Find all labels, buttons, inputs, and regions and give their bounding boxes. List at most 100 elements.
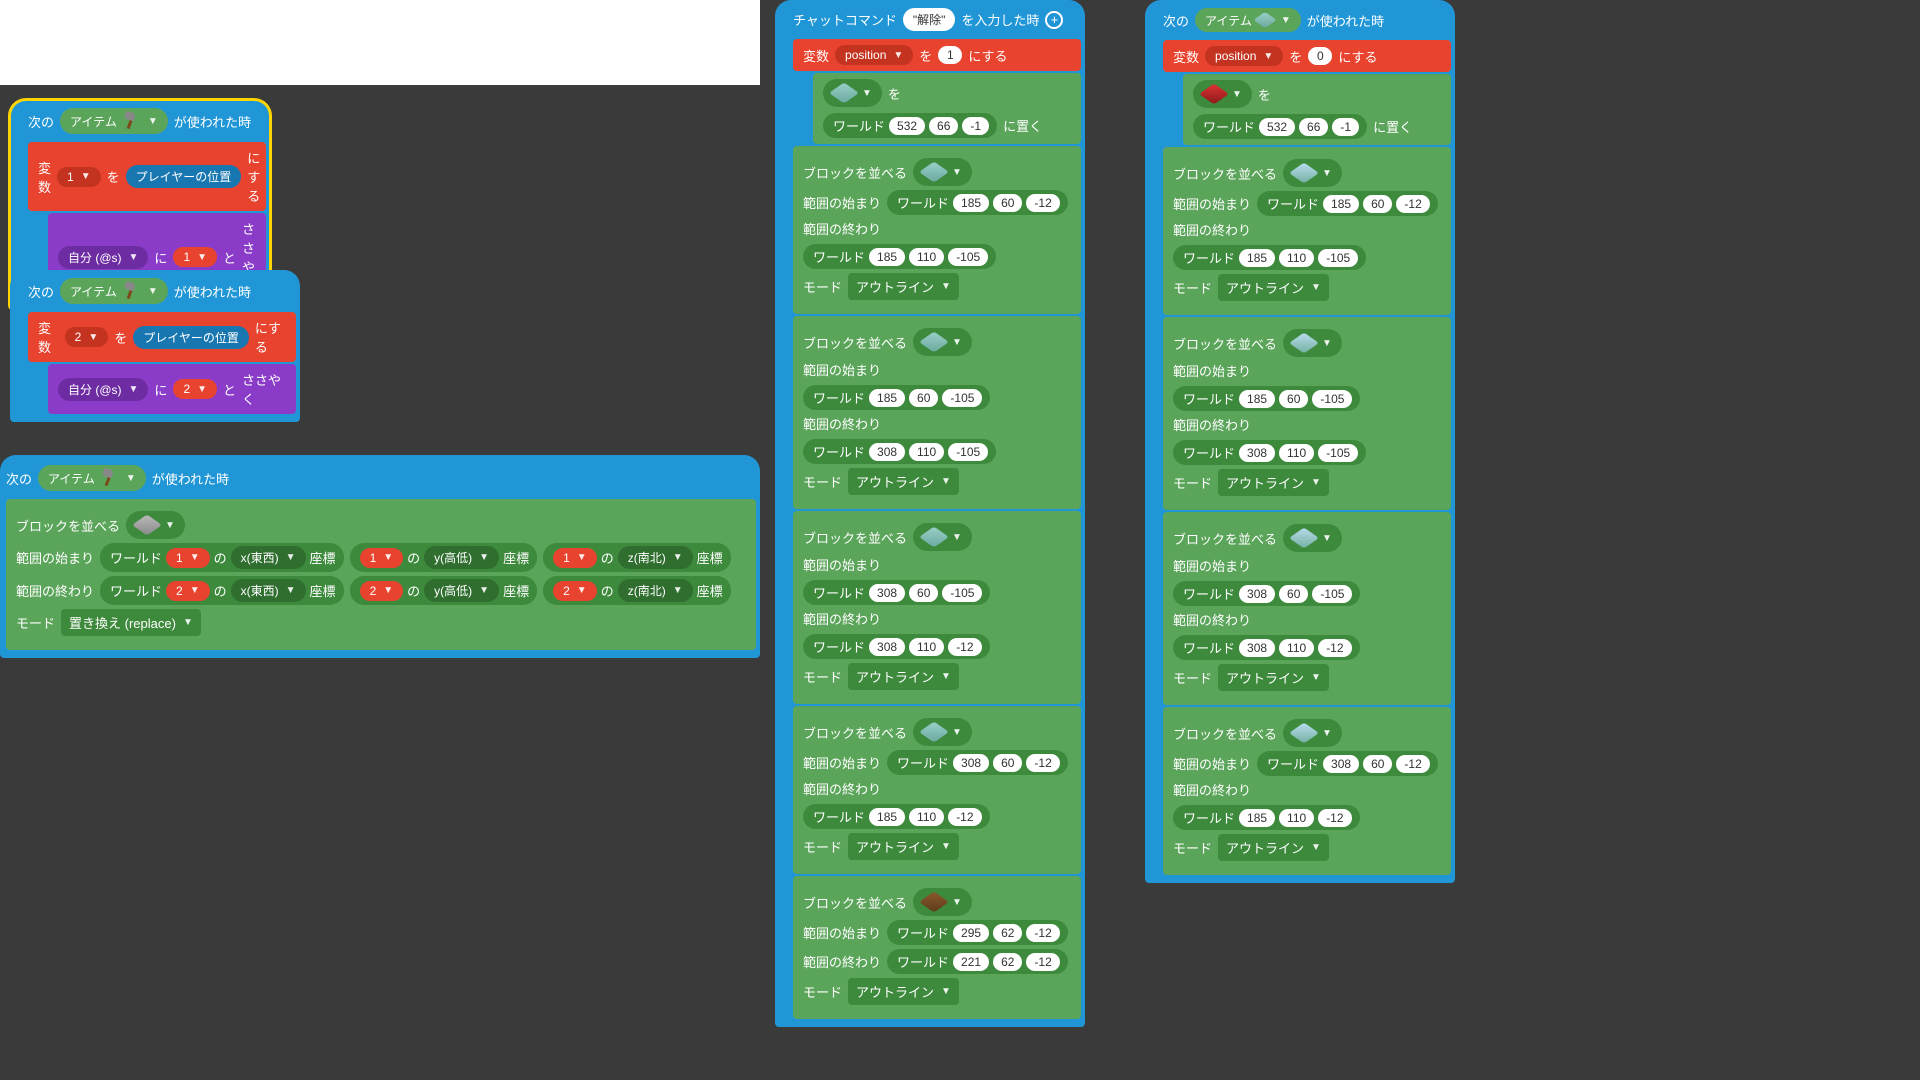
var-ref[interactable]: 2▼ bbox=[173, 379, 217, 399]
mode-dropdown[interactable]: アウトライン▼ bbox=[1218, 664, 1329, 691]
num-input[interactable]: 308 bbox=[1239, 585, 1275, 603]
num-input[interactable]: -105 bbox=[1318, 444, 1358, 462]
event-stack[interactable]: チャットコマンド "解除" を入力した時 + 変数 position▼ を 1 … bbox=[775, 0, 1085, 1027]
num-input[interactable]: 185 bbox=[1323, 195, 1359, 213]
num-input[interactable]: 185 bbox=[953, 194, 989, 212]
num-input[interactable]: 110 bbox=[909, 638, 944, 656]
num-input[interactable]: -12 bbox=[1026, 924, 1059, 942]
fill-block[interactable]: ブロックを並べる ▼ 範囲の始まり ワールド 308 60 -12 範囲の終わり… bbox=[793, 706, 1081, 874]
num-input[interactable]: 60 bbox=[993, 754, 1022, 772]
axis-dropdown[interactable]: x(東西)▼ bbox=[231, 579, 306, 602]
num-input[interactable]: 60 bbox=[1363, 195, 1392, 213]
world-coord[interactable]: ワールド 308 110 -12 bbox=[803, 634, 990, 659]
block-type-dropdown[interactable]: ▼ bbox=[913, 888, 972, 916]
fill-block[interactable]: ブロックを並べる ▼ 範囲の始まり ワールド 308 60 -12 範囲の終わり… bbox=[1163, 707, 1451, 875]
item-dropdown[interactable]: アイテム▼ bbox=[1195, 8, 1301, 32]
world-coord[interactable]: ワールド 308 60 -12 bbox=[1257, 751, 1438, 776]
mode-dropdown[interactable]: アウトライン▼ bbox=[848, 663, 959, 690]
num-input[interactable]: 308 bbox=[869, 443, 905, 461]
num-input[interactable]: 532 bbox=[1259, 118, 1295, 136]
block-type-dropdown[interactable]: ▼ bbox=[126, 511, 185, 539]
num-input[interactable]: 308 bbox=[1239, 639, 1275, 657]
num-input[interactable]: 185 bbox=[869, 389, 905, 407]
fill-block[interactable]: ブロックを並べる ▼ 範囲の始まり ワールド 308 60 -105 範囲の終わ… bbox=[793, 511, 1081, 704]
num-input[interactable]: 110 bbox=[909, 443, 944, 461]
num-input[interactable]: 185 bbox=[869, 808, 905, 826]
mode-dropdown[interactable]: アウトライン▼ bbox=[848, 468, 959, 495]
item-dropdown[interactable]: アイテム▼ bbox=[60, 278, 168, 304]
world-coord[interactable]: ワールド 308 60 -105 bbox=[803, 580, 990, 605]
block-type-dropdown[interactable]: ▼ bbox=[1193, 80, 1252, 108]
world-coord[interactable]: ワールド 185 60 -105 bbox=[1173, 386, 1360, 411]
num-input[interactable]: -12 bbox=[1026, 754, 1059, 772]
num-input[interactable]: 532 bbox=[889, 117, 925, 135]
num-input[interactable]: -105 bbox=[942, 584, 982, 602]
num-input[interactable]: 60 bbox=[1279, 585, 1308, 603]
var-ref[interactable]: 1▼ bbox=[173, 247, 217, 267]
num-input[interactable]: -12 bbox=[1396, 755, 1429, 773]
world-coord[interactable]: 2▼ の y(高低)▼ 座標 bbox=[350, 576, 538, 605]
world-coord[interactable]: 1▼ の z(南北)▼ 座標 bbox=[543, 543, 731, 572]
mode-dropdown[interactable]: アウトライン▼ bbox=[848, 273, 959, 300]
world-coord[interactable]: ワールド 185 60 -105 bbox=[803, 385, 990, 410]
fill-block[interactable]: ブロックを並べる ▼ 範囲の始まり ワールド 185 60 -105 範囲の終わ… bbox=[1163, 317, 1451, 510]
var-ref[interactable]: 1▼ bbox=[360, 548, 404, 568]
num-input[interactable]: 295 bbox=[953, 924, 989, 942]
num-input[interactable]: 110 bbox=[1279, 639, 1314, 657]
block-type-dropdown[interactable]: ▼ bbox=[1283, 524, 1342, 552]
axis-dropdown[interactable]: z(南北)▼ bbox=[618, 579, 693, 602]
num-input[interactable]: 308 bbox=[869, 638, 905, 656]
whisper-block[interactable]: 自分 (@s)▼ に 2▼ と ささやく bbox=[48, 364, 296, 414]
num-input[interactable]: 110 bbox=[1279, 249, 1314, 267]
var-ref[interactable]: 1▼ bbox=[166, 548, 210, 568]
mode-dropdown[interactable]: アウトライン▼ bbox=[1218, 274, 1329, 301]
num-input[interactable]: -1 bbox=[1332, 118, 1359, 136]
num-input[interactable]: 308 bbox=[1323, 755, 1359, 773]
target-dropdown[interactable]: 自分 (@s)▼ bbox=[58, 378, 148, 401]
block-type-dropdown[interactable]: ▼ bbox=[913, 718, 972, 746]
place-block[interactable]: ▼ を ワールド 532 66 -1 に置く bbox=[1183, 74, 1451, 145]
num-input[interactable]: 62 bbox=[993, 953, 1022, 971]
block-type-dropdown[interactable]: ▼ bbox=[913, 523, 972, 551]
var-ref[interactable]: 1▼ bbox=[553, 548, 597, 568]
num-input[interactable]: -12 bbox=[1026, 194, 1059, 212]
player-position-reporter[interactable]: プレイヤーの位置 bbox=[126, 165, 242, 188]
num-input[interactable]: 110 bbox=[909, 248, 944, 266]
item-dropdown[interactable]: アイテム ▼ bbox=[60, 108, 168, 134]
num-input[interactable]: 60 bbox=[909, 584, 938, 602]
world-coord[interactable]: ワールド 308 110 -12 bbox=[1173, 635, 1360, 660]
num-input[interactable]: -105 bbox=[942, 389, 982, 407]
set-variable-block[interactable]: 変数 1▼ を プレイヤーの位置 にする bbox=[28, 142, 266, 211]
num-input[interactable]: 60 bbox=[1279, 390, 1308, 408]
num-input[interactable]: 110 bbox=[909, 808, 944, 826]
fill-block[interactable]: ブロックを並べる ▼ 範囲の始まり ワールド 295 62 -12 範囲の終わり… bbox=[793, 876, 1081, 1019]
var-ref[interactable]: 2▼ bbox=[166, 581, 210, 601]
target-dropdown[interactable]: 自分 (@s)▼ bbox=[58, 246, 148, 269]
var-dropdown[interactable]: position▼ bbox=[1205, 46, 1283, 66]
set-variable-block[interactable]: 変数 2▼ を プレイヤーの位置 にする bbox=[28, 312, 296, 362]
var-ref[interactable]: 2▼ bbox=[553, 581, 597, 601]
num-input[interactable]: -12 bbox=[948, 638, 981, 656]
num-input[interactable]: 308 bbox=[953, 754, 989, 772]
num-input[interactable]: 221 bbox=[953, 953, 989, 971]
world-coord[interactable]: ワールド 308 60 -12 bbox=[887, 750, 1068, 775]
mode-dropdown[interactable]: アウトライン▼ bbox=[1218, 469, 1329, 496]
world-coord[interactable]: ワールド 532 66 -1 bbox=[1193, 114, 1367, 139]
mode-dropdown[interactable]: 置き換え (replace)▼ bbox=[61, 609, 201, 636]
block-type-dropdown[interactable]: ▼ bbox=[1283, 719, 1342, 747]
world-coord[interactable]: ワールド 185 110 -105 bbox=[803, 244, 996, 269]
player-position-reporter[interactable]: プレイヤーの位置 bbox=[133, 326, 249, 349]
num-input[interactable]: -1 bbox=[962, 117, 989, 135]
world-coord[interactable]: 2▼ の z(南北)▼ 座標 bbox=[543, 576, 731, 605]
axis-dropdown[interactable]: y(高低)▼ bbox=[424, 579, 499, 602]
block-type-dropdown[interactable]: ▼ bbox=[1283, 329, 1342, 357]
world-coord[interactable]: ワールド 185 60 -12 bbox=[887, 190, 1068, 215]
mode-dropdown[interactable]: アウトライン▼ bbox=[848, 833, 959, 860]
num-input[interactable]: 185 bbox=[1239, 249, 1275, 267]
world-coord[interactable]: ワールド 308 110 -105 bbox=[803, 439, 996, 464]
num-input[interactable]: 110 bbox=[1279, 444, 1314, 462]
fill-block[interactable]: ブロックを並べる ▼ 範囲の始まり ワールド 1▼ の x(東西)▼ 座標 1▼… bbox=[6, 499, 756, 650]
num-input[interactable]: -105 bbox=[1312, 585, 1352, 603]
axis-dropdown[interactable]: x(東西)▼ bbox=[231, 546, 306, 569]
num-input[interactable]: -12 bbox=[1318, 639, 1351, 657]
